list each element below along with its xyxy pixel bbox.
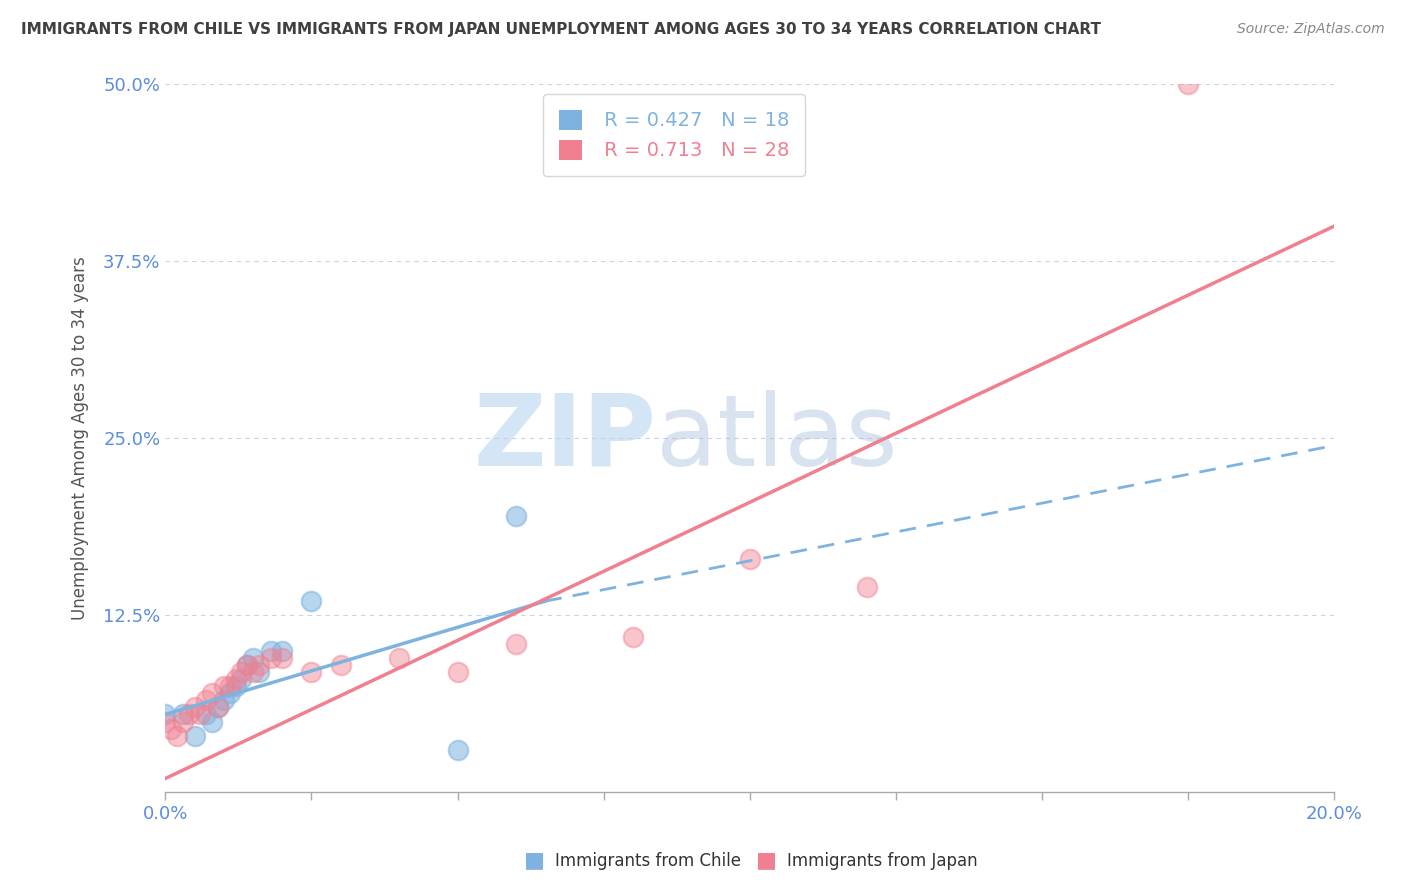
Text: Source: ZipAtlas.com: Source: ZipAtlas.com	[1237, 22, 1385, 37]
Point	[236, 657, 259, 672]
Point	[446, 665, 468, 679]
Text: ZIP: ZIP	[474, 390, 657, 487]
Point	[225, 679, 247, 693]
Point	[301, 665, 323, 679]
Point	[1177, 78, 1199, 92]
Point	[155, 714, 177, 729]
Point	[172, 707, 194, 722]
Y-axis label: Unemployment Among Ages 30 to 34 years: Unemployment Among Ages 30 to 34 years	[72, 257, 89, 620]
Point	[177, 707, 200, 722]
Point	[259, 650, 281, 665]
Point	[207, 700, 229, 714]
Text: Immigrants from Japan: Immigrants from Japan	[787, 852, 979, 870]
Point	[329, 657, 352, 672]
Point	[505, 509, 527, 524]
Point	[242, 665, 264, 679]
Point	[212, 679, 235, 693]
Point	[172, 714, 194, 729]
Point	[190, 707, 212, 722]
Point	[621, 630, 644, 644]
Point	[231, 665, 253, 679]
Text: atlas: atlas	[657, 390, 898, 487]
Point	[505, 637, 527, 651]
Point	[247, 657, 270, 672]
Point	[225, 672, 247, 686]
Point	[183, 729, 205, 743]
Point	[446, 743, 468, 757]
Point	[231, 672, 253, 686]
Point	[207, 700, 229, 714]
Point	[301, 594, 323, 608]
Point	[247, 665, 270, 679]
Point	[259, 644, 281, 658]
Point	[155, 707, 177, 722]
Point	[856, 580, 879, 594]
Point	[271, 644, 294, 658]
Point	[183, 700, 205, 714]
Point	[738, 551, 761, 566]
Point	[388, 650, 411, 665]
Point	[218, 679, 240, 693]
Legend:  R = 0.427   N = 18,  R = 0.713   N = 28: R = 0.427 N = 18, R = 0.713 N = 28	[543, 95, 804, 176]
Point	[201, 714, 224, 729]
Point	[271, 650, 294, 665]
Point	[201, 686, 224, 700]
Text: ■: ■	[524, 850, 544, 870]
Point	[195, 693, 218, 707]
Point	[212, 693, 235, 707]
Text: IMMIGRANTS FROM CHILE VS IMMIGRANTS FROM JAPAN UNEMPLOYMENT AMONG AGES 30 TO 34 : IMMIGRANTS FROM CHILE VS IMMIGRANTS FROM…	[21, 22, 1101, 37]
Point	[218, 686, 240, 700]
Point	[242, 650, 264, 665]
Point	[195, 707, 218, 722]
Text: Immigrants from Chile: Immigrants from Chile	[555, 852, 741, 870]
Text: ■: ■	[756, 850, 776, 870]
Point	[160, 722, 183, 736]
Point	[166, 729, 188, 743]
Point	[236, 657, 259, 672]
